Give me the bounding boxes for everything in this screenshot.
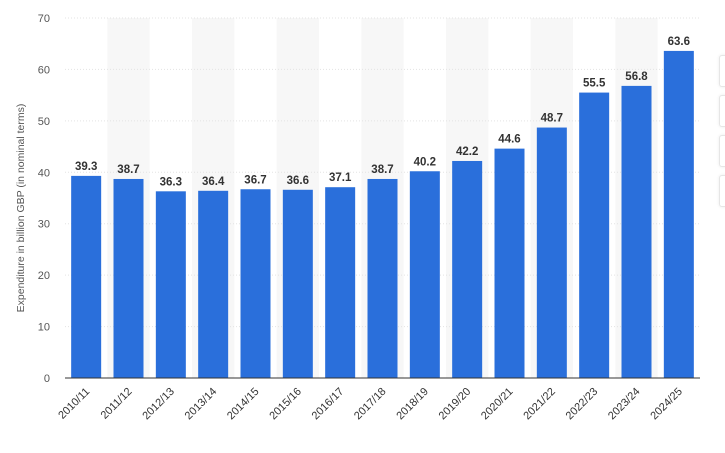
bar[interactable] (282, 189, 313, 378)
data-label: 44.6 (498, 134, 520, 146)
data-label: 37.1 (329, 172, 352, 184)
data-labels: 39.3 38.7 36.3 36.4 36.7 36.6 37.1 38.7 40.2 42.2… (75, 36, 690, 188)
x-tick-label: 2011/12 (99, 386, 135, 422)
x-tick-label: 2012/13 (140, 386, 177, 423)
x-tick-label: 2017/18 (352, 386, 389, 423)
side-toolbar-tab[interactable] (719, 55, 725, 87)
y-tick-label: 40 (38, 167, 50, 179)
bar[interactable] (409, 171, 440, 378)
bar[interactable] (452, 160, 483, 378)
bar[interactable] (579, 92, 610, 379)
x-tick-label: 2015/16 (267, 386, 304, 423)
x-tick-label: 2020/21 (479, 386, 516, 423)
x-tick-label: 2016/17 (310, 386, 347, 423)
side-toolbar-tab[interactable] (719, 135, 725, 167)
y-tick-label: 50 (38, 116, 50, 128)
data-label: 42.2 (456, 146, 478, 158)
data-label: 38.7 (117, 164, 139, 176)
y-tick-label: 60 (38, 64, 50, 76)
x-tick-label: 2010/11 (56, 386, 92, 422)
data-label: 55.5 (583, 78, 606, 90)
bar[interactable] (663, 50, 694, 379)
data-label: 48.7 (541, 113, 563, 125)
x-axis-ticks: 2010/11 2011/12 2012/13 2013/14 2014/15 2015/… (56, 386, 685, 423)
bar[interactable] (621, 85, 652, 378)
x-tick-label: 2013/14 (183, 386, 220, 423)
y-tick-label: 0 (44, 373, 50, 385)
y-tick-label: 30 (38, 219, 50, 231)
data-label: 36.7 (244, 174, 266, 186)
bar[interactable] (367, 178, 398, 378)
data-label: 36.6 (287, 175, 309, 187)
bar[interactable] (325, 187, 356, 378)
x-tick-label: 2022/23 (564, 386, 601, 423)
x-tick-label: 2024/25 (648, 386, 685, 423)
bar[interactable] (155, 191, 186, 378)
bar[interactable] (198, 190, 229, 378)
bar[interactable] (71, 175, 102, 378)
y-tick-label: 20 (38, 270, 50, 282)
y-axis-label: Expenditure in billion GBP (in nominal t… (15, 104, 27, 313)
x-tick-label: 2019/20 (437, 386, 474, 423)
bars (71, 50, 694, 379)
data-label: 56.8 (625, 71, 648, 83)
bar[interactable] (113, 178, 144, 378)
x-tick-label: 2021/22 (521, 386, 558, 423)
bar[interactable] (494, 148, 525, 378)
data-label: 36.4 (202, 176, 225, 188)
bar[interactable] (536, 127, 567, 379)
data-label: 39.3 (75, 161, 97, 173)
y-axis-ticks: 0 10 20 30 40 50 60 70 (38, 13, 50, 385)
x-tick-label: 2023/24 (606, 386, 643, 423)
bar[interactable] (240, 189, 271, 378)
side-toolbar-tab[interactable] (719, 95, 725, 127)
data-label: 38.7 (371, 164, 393, 176)
x-tick-label: 2018/19 (394, 386, 431, 423)
y-tick-label: 70 (38, 13, 50, 25)
side-toolbar-tab[interactable] (719, 175, 725, 207)
x-tick-label: 2014/15 (225, 386, 262, 423)
data-label: 63.6 (668, 36, 690, 48)
data-label: 40.2 (414, 156, 436, 168)
y-tick-label: 10 (38, 322, 50, 334)
data-label: 36.3 (160, 176, 182, 188)
